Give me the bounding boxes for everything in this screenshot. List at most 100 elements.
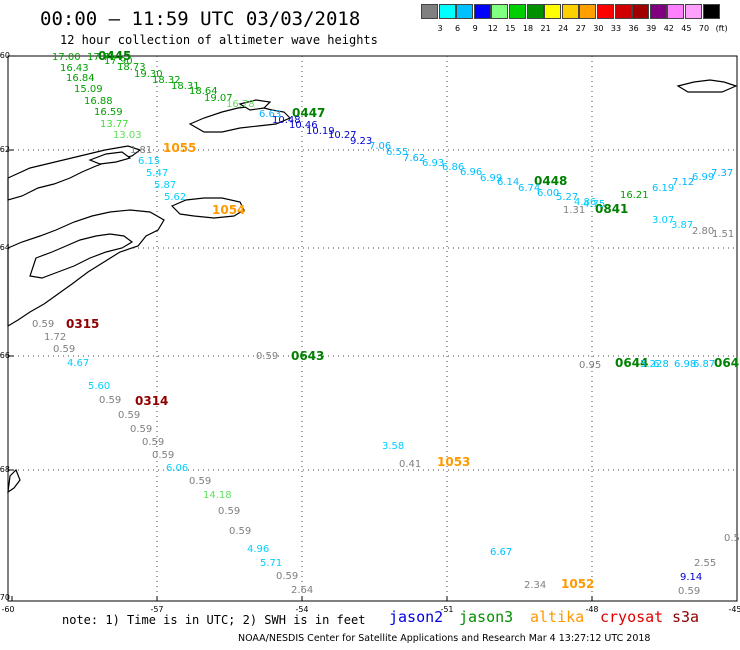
wave-height-value: 9.23 bbox=[350, 136, 372, 147]
wave-height-value: 5.87 bbox=[154, 180, 176, 191]
land-outline bbox=[7, 209, 165, 328]
longitude-label: -45 bbox=[728, 605, 740, 614]
legend-label: (ft) bbox=[715, 24, 728, 33]
wave-height-value: 13.77 bbox=[100, 119, 129, 130]
wave-height-value: 7.12 bbox=[672, 177, 694, 188]
track-time-label: 1054 bbox=[212, 203, 245, 217]
track-time-label: 0448 bbox=[534, 174, 567, 188]
wave-height-value: 10.27 bbox=[328, 130, 357, 141]
legend-swatch bbox=[667, 4, 685, 19]
wave-height-value: 1.81 bbox=[130, 145, 152, 156]
track-time-label: 064 bbox=[714, 356, 739, 370]
wave-height-value: 7.37 bbox=[711, 168, 733, 179]
legend-swatch bbox=[544, 4, 562, 19]
latitude-label: -66 bbox=[0, 351, 10, 360]
wave-height-value: 10.19 bbox=[306, 126, 335, 137]
legend-label: 3 bbox=[437, 24, 443, 33]
wave-height-value: 17.00 bbox=[52, 52, 81, 63]
longitude-label: -60 bbox=[1, 605, 14, 614]
wave-height-value: 0.59 bbox=[118, 410, 140, 421]
longitude-label: -48 bbox=[585, 605, 598, 614]
track-time-label: 0314 bbox=[135, 394, 168, 408]
wave-height-value: 6.14 bbox=[497, 177, 519, 188]
wave-height-value: 4.86 bbox=[574, 197, 596, 208]
wave-height-value: 6.63 bbox=[259, 109, 281, 120]
wave-height-value: 0.59 bbox=[276, 571, 298, 582]
map-subtitle: 12 hour collection of altimeter wave hei… bbox=[60, 33, 378, 47]
legend-swatch bbox=[632, 4, 650, 19]
wave-height-value: 18.64 bbox=[189, 86, 218, 97]
wave-height-value: 2.80 bbox=[692, 226, 714, 237]
track-time-label: 1055 bbox=[163, 141, 196, 155]
wave-height-value: 0.95 bbox=[579, 360, 601, 371]
wave-height-value: 10.46 bbox=[289, 120, 318, 131]
track-time-label: 0445 bbox=[98, 49, 131, 63]
wave-height-value: 6.06 bbox=[166, 463, 188, 474]
wave-height-value: 17.71 bbox=[87, 52, 116, 63]
legend-swatch bbox=[614, 4, 632, 19]
wave-height-value: 16.88 bbox=[84, 96, 113, 107]
wave-height-value: 0.59 bbox=[99, 395, 121, 406]
longitude-label: -54 bbox=[295, 605, 308, 614]
wave-height-value: 0.59 bbox=[256, 351, 278, 362]
wave-height-value: 6.87 bbox=[693, 359, 715, 370]
legend-label: 27 bbox=[575, 24, 586, 33]
longitude-label: -51 bbox=[440, 605, 453, 614]
wave-height-value: 10.48 bbox=[272, 115, 301, 126]
wave-height-value: 5.22 bbox=[640, 359, 662, 370]
wave-height-value: 4.67 bbox=[67, 358, 89, 369]
wave-height-value: 6.15 bbox=[138, 156, 160, 167]
satellite-name-jason2: jason2 bbox=[389, 608, 444, 626]
wave-height-value: 17.90 bbox=[104, 56, 133, 67]
legend-label: 9 bbox=[472, 24, 478, 33]
wave-height-value: 9.14 bbox=[680, 572, 702, 583]
wave-height-value: 0.59 bbox=[229, 526, 251, 537]
legend-label: 15 bbox=[505, 24, 516, 33]
map-title: 00:00 – 11:59 UTC 03/03/2018 bbox=[40, 8, 361, 30]
wave-height-value: 0.41 bbox=[399, 459, 421, 470]
land-outline bbox=[170, 197, 245, 219]
wave-height-value: 3.87 bbox=[671, 220, 693, 231]
legend-label: 36 bbox=[628, 24, 639, 33]
legend-label: 12 bbox=[487, 24, 498, 33]
track-time-label: 0841 bbox=[595, 202, 628, 216]
wave-height-value: 4.75 bbox=[583, 199, 605, 210]
track-time-label: 0644 bbox=[615, 356, 648, 370]
track-time-label: 0315 bbox=[66, 317, 99, 331]
wave-height-value: 4.96 bbox=[247, 544, 269, 555]
map-frame bbox=[7, 55, 738, 602]
track-time-label: 0447 bbox=[292, 106, 325, 120]
land-outline bbox=[676, 79, 738, 93]
wave-height-value: 13.03 bbox=[113, 130, 142, 141]
wave-height-value: 6.55 bbox=[386, 147, 408, 158]
legend-swatch bbox=[685, 4, 702, 19]
wave-height-value: 16.43 bbox=[60, 63, 89, 74]
satellite-name-jason3: jason3 bbox=[459, 608, 514, 626]
latitude-label: -70 bbox=[0, 593, 10, 602]
wave-height-value: 6.93 bbox=[422, 158, 444, 169]
land-outline bbox=[29, 233, 134, 279]
latitude-label: -62 bbox=[0, 145, 10, 154]
legend-label: 30 bbox=[593, 24, 604, 33]
longitude-label: -57 bbox=[150, 605, 163, 614]
wave-height-value: 16.84 bbox=[66, 73, 95, 84]
wave-height-value: 7.06 bbox=[369, 141, 391, 152]
wave-height-value: 15.09 bbox=[74, 84, 103, 95]
wave-height-value: 0.59 bbox=[32, 319, 54, 330]
credit-line: NOAA/NESDIS Center for Satellite Applica… bbox=[238, 633, 651, 644]
wave-height-value: 0.59 bbox=[53, 344, 75, 355]
wave-height-value: 0.59 bbox=[189, 476, 211, 487]
wave-height-value: 0.59 bbox=[218, 506, 240, 517]
wave-height-value: 6.67 bbox=[490, 547, 512, 558]
latitude-label: -64 bbox=[0, 243, 10, 252]
wave-height-value: 5.60 bbox=[88, 381, 110, 392]
wave-height-value: 18.73 bbox=[117, 62, 146, 73]
wave-height-value: 0.59 bbox=[724, 533, 740, 544]
legend-swatch bbox=[597, 4, 614, 19]
wave-height-value: 6.98 bbox=[674, 359, 696, 370]
wave-height-value: 3.07 bbox=[652, 215, 674, 226]
track-time-label: 0643 bbox=[291, 349, 324, 363]
wave-height-value: 2.64 bbox=[291, 585, 313, 596]
legend-label: 21 bbox=[540, 24, 551, 33]
latitude-label: -60 bbox=[0, 51, 10, 60]
